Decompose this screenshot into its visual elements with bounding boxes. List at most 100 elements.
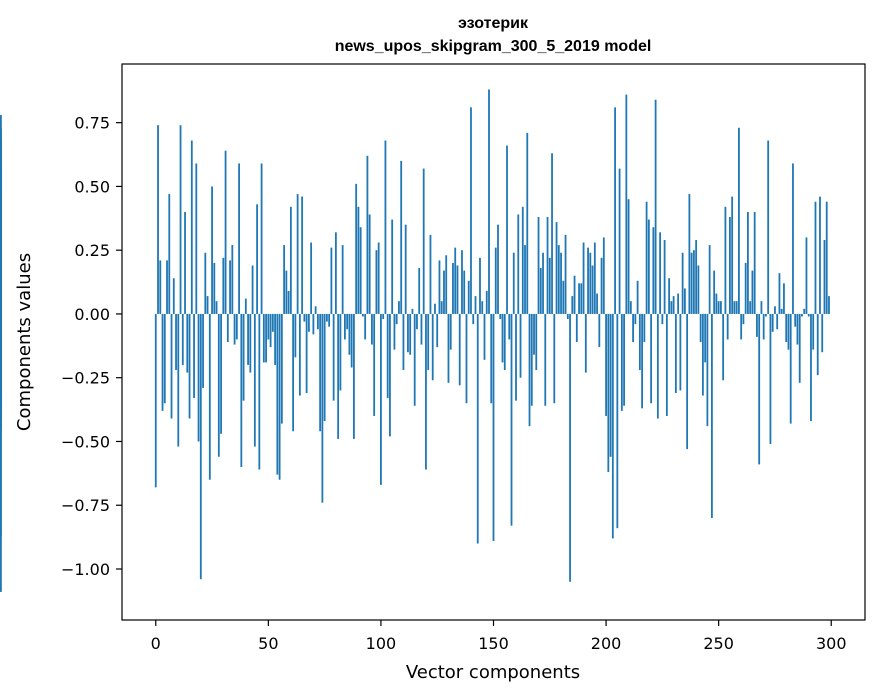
y-tick-label-5: 0.25 [74, 241, 110, 260]
bar-85 [346, 313, 349, 330]
bar-19 [197, 313, 200, 442]
bar-73 [319, 313, 322, 432]
bar-115 [413, 313, 416, 406]
bar-204 [614, 107, 616, 314]
bar-237 [688, 194, 691, 314]
bar-90 [357, 206, 360, 314]
bar-25 [211, 186, 213, 314]
bar-244 [704, 313, 707, 363]
bar-43 [251, 265, 254, 314]
bar-63 [296, 194, 299, 314]
bar-249 [715, 293, 718, 314]
chart-subtitle: news_upos_skipgram_300_5_2019 model [335, 38, 652, 55]
bar-200 [605, 313, 607, 416]
bar-80 [334, 232, 337, 314]
bar-168 [533, 313, 535, 355]
bar-154 [501, 313, 504, 363]
bar-88 [353, 313, 355, 439]
bar-79 [332, 313, 335, 401]
bar-162 [519, 313, 522, 378]
bar-299 [828, 296, 830, 314]
bar-76 [325, 313, 328, 322]
bar-231 [674, 313, 677, 393]
bar-259 [738, 127, 740, 314]
bar-243 [701, 313, 704, 396]
bar-135 [458, 313, 461, 386]
bar-138 [465, 313, 468, 404]
bar-130 [447, 313, 450, 383]
bar-61 [292, 313, 295, 432]
bar-222 [654, 99, 657, 314]
bar-41 [247, 313, 249, 365]
bar-60 [289, 206, 292, 314]
bar-217 [643, 313, 646, 342]
bar-294 [816, 313, 819, 376]
bar-268 [758, 313, 761, 465]
bar-266 [753, 211, 756, 314]
bar-283 [792, 163, 794, 314]
bar-160 [515, 313, 517, 401]
bar-128 [443, 270, 445, 314]
bar-4 [163, 313, 166, 404]
bar-335 [0, 313, 2, 419]
bar-255 [729, 217, 731, 314]
bar-295 [819, 196, 821, 314]
bar-111 [404, 224, 407, 314]
bar-94 [366, 155, 369, 314]
bar-203 [611, 313, 614, 539]
bar-218 [645, 201, 648, 314]
bar-263 [747, 211, 749, 314]
bar-219 [647, 219, 650, 314]
bar-112 [407, 313, 409, 353]
y-tick-label-1: −0.75 [61, 496, 110, 515]
bar-122 [429, 234, 432, 314]
bar-55 [278, 313, 281, 480]
bar-267 [756, 313, 758, 337]
bar-216 [641, 313, 643, 409]
bar-31 [224, 150, 227, 314]
bar-72 [316, 313, 319, 330]
bar-141 [472, 313, 475, 325]
bar-99 [377, 242, 380, 314]
bar-156 [506, 145, 508, 314]
bar-155 [503, 313, 506, 371]
bar-62 [294, 313, 297, 358]
bar-177 [553, 313, 556, 404]
bar-208 [623, 313, 625, 406]
bar-28 [217, 313, 220, 457]
bar-93 [364, 313, 367, 340]
bar-212 [632, 313, 634, 342]
bar-124 [434, 303, 436, 314]
bar-196 [596, 293, 598, 314]
bar-134 [456, 265, 459, 314]
bar-5 [166, 260, 168, 314]
bar-153 [499, 313, 502, 320]
bar-241 [697, 265, 700, 314]
bar-129 [445, 255, 448, 314]
bar-110 [402, 313, 405, 371]
bar-38 [240, 313, 243, 467]
bar-57 [283, 245, 286, 314]
bar-252 [722, 313, 725, 381]
bar-103 [386, 313, 389, 399]
bar-13 [184, 211, 186, 314]
bar-281 [787, 313, 790, 350]
bar-14 [186, 313, 189, 373]
bar-120 [425, 313, 427, 470]
bar-109 [400, 160, 403, 314]
bar-191 [584, 313, 587, 373]
bar-173 [544, 313, 547, 406]
bar-23 [206, 296, 209, 314]
bar-102 [384, 140, 387, 314]
bar-75 [323, 313, 326, 422]
x-tick-label-250: 250 [703, 634, 734, 653]
bar-261 [742, 313, 745, 325]
bar-98 [375, 250, 378, 314]
bar-101 [382, 313, 385, 320]
bar-223 [656, 313, 659, 419]
bar-24 [208, 313, 211, 480]
bar-119 [422, 168, 425, 314]
bar-96 [371, 313, 373, 345]
bar-229 [670, 301, 673, 314]
bar-32 [226, 313, 229, 342]
